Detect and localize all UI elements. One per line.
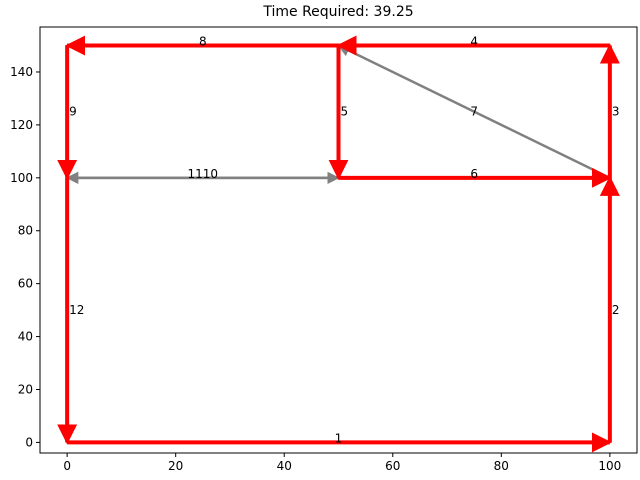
y-tick-label: 20 bbox=[18, 382, 33, 396]
y-tick-label: 140 bbox=[10, 65, 33, 79]
plot-frame bbox=[39, 26, 638, 454]
y-tick-label: 100 bbox=[10, 171, 33, 185]
y-tick-label: 60 bbox=[18, 277, 33, 291]
x-tick-label: 80 bbox=[494, 459, 509, 473]
y-axis: 0 20 40 60 80 100 120 140 bbox=[10, 65, 40, 449]
y-tick-label: 0 bbox=[25, 435, 33, 449]
x-tick-label: 40 bbox=[277, 459, 292, 473]
edge-label: 9 bbox=[69, 105, 77, 119]
y-tick-label: 80 bbox=[18, 224, 33, 238]
edge-label: 3 bbox=[612, 105, 620, 119]
edge-label: 1110 bbox=[188, 167, 219, 181]
edge-label: 1 bbox=[335, 431, 343, 445]
edge-label: 8 bbox=[199, 35, 207, 49]
x-tick-label: 60 bbox=[385, 459, 400, 473]
highlighted-edges bbox=[57, 35, 620, 453]
y-tick-label: 120 bbox=[10, 118, 33, 132]
edge-label: 2 bbox=[612, 303, 620, 317]
x-tick-label: 20 bbox=[168, 459, 183, 473]
edge-label: 12 bbox=[69, 303, 84, 317]
y-tick-label: 40 bbox=[18, 330, 33, 344]
edge-label: 7 bbox=[470, 105, 478, 119]
edge-label: 5 bbox=[341, 105, 349, 119]
x-tick-label: 100 bbox=[598, 459, 621, 473]
x-axis: 0 20 40 60 80 100 bbox=[63, 453, 621, 473]
edge-label: 4 bbox=[470, 35, 478, 49]
edge-7 bbox=[337, 44, 611, 179]
chart-title: Time Required: 39.25 bbox=[262, 4, 413, 20]
normal-edges bbox=[65, 44, 611, 185]
edge-label: 6 bbox=[470, 167, 478, 181]
x-tick-label: 0 bbox=[63, 459, 71, 473]
